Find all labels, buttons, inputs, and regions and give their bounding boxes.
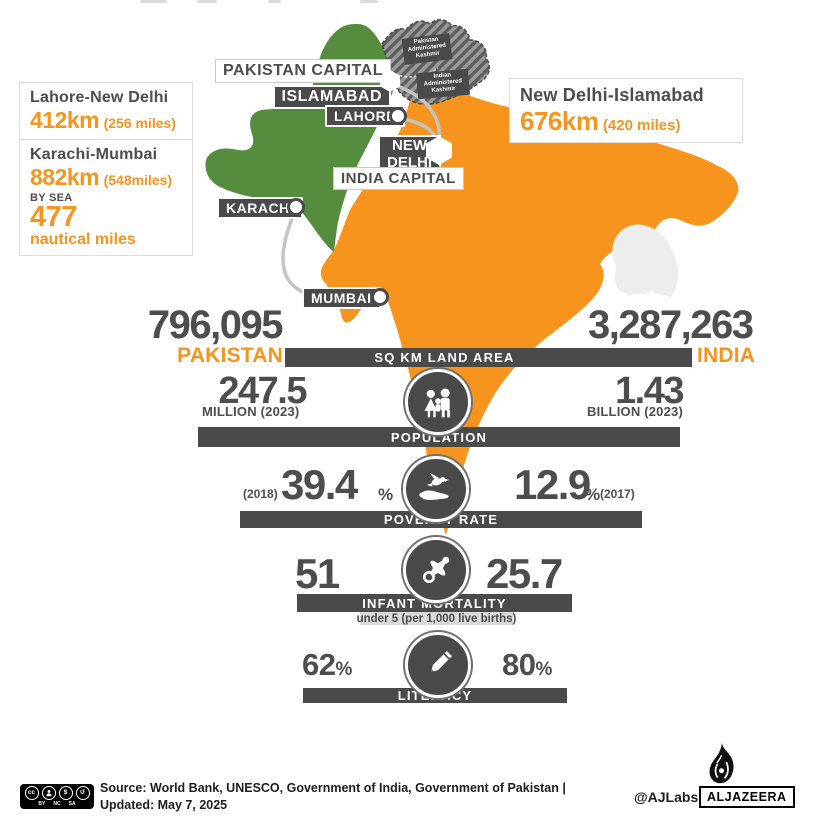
new-delhi-line1: NEW (392, 137, 427, 154)
india-capital-label: INDIA CAPITAL (333, 167, 464, 190)
cc-icon: cc (24, 786, 39, 800)
india-population-value: 1.43 (615, 370, 684, 412)
pakistan-population-unit: MILLION (2023) (202, 404, 300, 419)
route-name: Lahore-New Delhi (30, 89, 169, 106)
route-distance: 676km (420 miles) (520, 105, 732, 136)
distance-km: 882km (30, 164, 100, 190)
land-area-bar-label: SQ KM LAND AREA (374, 350, 515, 365)
india-poverty-unit: % (585, 485, 601, 504)
pakistan-poverty-unit: % (378, 485, 394, 504)
pacifier-icon (403, 537, 469, 603)
india-land-area-value: 3,287,263 (588, 303, 754, 347)
creative-commons-badge: cc $ ↺ BY NC SA (20, 784, 94, 809)
india-population-unit: BILLION (2023) (587, 404, 683, 419)
india-infant-mortality-value: 25.7 (486, 550, 563, 597)
karachi-label: KARACHI (217, 197, 304, 219)
mumbai-dot-marker (371, 288, 389, 306)
aljazeera-wordmark: ALJAZEERA (699, 786, 795, 808)
sea-distance-value: 477 (30, 201, 77, 234)
india-poverty-value: 12.9 (514, 461, 591, 508)
kashmir-indian-administered-label: Indian Administered Kashmir (415, 68, 471, 99)
pakistan-capital-label: PAKISTAN CAPITAL (215, 59, 391, 83)
pakistan-country-label: PAKISTAN (177, 344, 283, 367)
cropped-title-remnant (360, 0, 378, 3)
cc-sa-label: SA (68, 801, 76, 807)
new-delhi-line2: DELHI (387, 153, 432, 171)
cropped-title-remnant (268, 0, 281, 3)
pakistan-land-area-value: 796,095 (147, 303, 284, 347)
cc-nc-dollar-icon: $ (58, 786, 73, 800)
cc-by-label: BY (38, 801, 46, 807)
infant-mortality-subtitle: under 5 (per 1,000 live births) (356, 612, 517, 625)
india-literacy-number: 80 (502, 647, 536, 682)
sea-distance-unit: nautical miles (30, 230, 136, 248)
pakistan-poverty-year: (2018) (243, 487, 278, 501)
pakistan-population-value: 247.5 (218, 370, 307, 412)
route-name: New Delhi-Islamabad (520, 85, 704, 105)
charity-hand-icon (403, 456, 469, 522)
cropped-title-remnant (140, 0, 167, 3)
distance-miles: (256 miles) (103, 115, 176, 131)
population-bar: POPULATION (198, 427, 680, 447)
route-distance: 412km (256 miles) (30, 107, 182, 133)
karachi-mumbai-distance-card: Karachi-Mumbai 882km (548miles) BY SEA 4… (19, 139, 193, 256)
pencil-icon (405, 632, 471, 698)
islamabad-hexagon-marker (380, 70, 400, 92)
family-icon (405, 369, 471, 435)
distance-km: 676km (520, 105, 599, 136)
infant-mortality-bar-label: INFANT MORTALITY (362, 595, 507, 611)
ajlabs-credit: @AJLabs (634, 789, 699, 805)
aljazeera-flame-logo (709, 742, 734, 784)
lahore-label: LAHORE (325, 105, 406, 127)
kashmir-line-of-control (389, 67, 439, 78)
india-literacy-unit: % (535, 659, 552, 680)
cc-by-person-icon (41, 786, 56, 800)
india-literacy-value: 80% (502, 647, 552, 683)
delhi-islamabad-distance-card: New Delhi-Islamabad 676km (420 miles) (509, 78, 743, 144)
pakistan-poverty-value: 39.4 (281, 461, 358, 508)
source-line: Source: World Bank, UNESCO, Government o… (100, 781, 566, 795)
cc-icons-row: cc $ ↺ (24, 786, 90, 800)
mumbai-label: MUMBAI (302, 287, 381, 309)
by-sea-label: BY SEA (30, 192, 73, 205)
distance-miles: (548miles) (103, 172, 173, 188)
cc-letters-row: BY NC SA (38, 801, 75, 807)
islamabad-delhi-arc (390, 82, 442, 144)
lahore-delhi-distance-card: Lahore-New Delhi 412km (256 miles) (19, 82, 193, 142)
pakistan-literacy-number: 62 (302, 647, 336, 682)
distance-miles: (420 miles) (602, 116, 681, 134)
bangladesh-shape (612, 224, 678, 298)
updated-line: Updated: May 7, 2025 (100, 798, 228, 812)
lahore-dot-marker (389, 107, 407, 125)
distance-km: 412km (30, 107, 100, 133)
karachi-dot-marker (287, 198, 305, 216)
cc-nc-label: NC (53, 801, 61, 807)
infant-mortality-bar: INFANT MORTALITY (297, 594, 572, 612)
population-bar-label: POPULATION (390, 429, 488, 445)
route-distance: 882km (548miles) (30, 164, 182, 190)
india-country-label: INDIA (697, 344, 756, 367)
land-area-bar: SQ KM LAND AREA (285, 348, 692, 367)
pakistan-literacy-value: 62% (302, 647, 352, 683)
route-name: Karachi-Mumbai (30, 146, 158, 163)
pakistan-infant-mortality-value: 51 (295, 550, 340, 597)
pakistan-literacy-unit: % (335, 659, 352, 680)
cc-sa-arrow-icon: ↺ (75, 786, 90, 800)
india-poverty-year: (2017) (600, 487, 635, 501)
cropped-title-remnant (197, 0, 217, 3)
